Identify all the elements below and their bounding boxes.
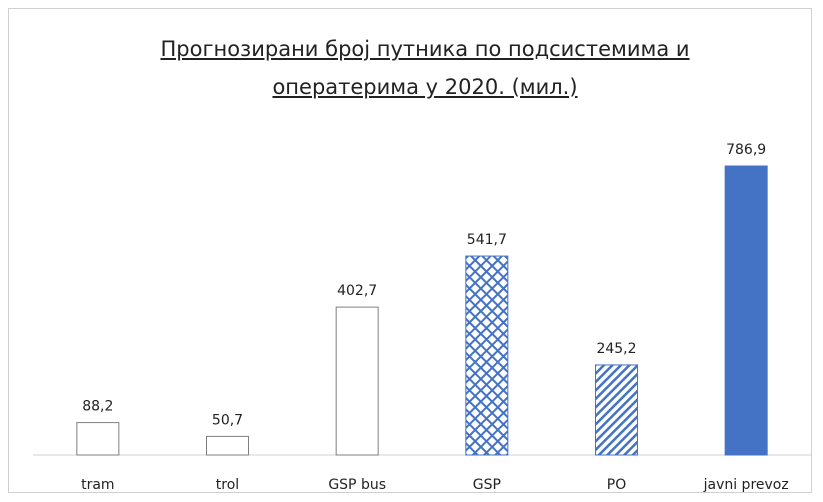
x-tick-label: GSP	[473, 477, 501, 493]
x-tick-label: trol	[216, 477, 239, 493]
bar	[335, 306, 379, 456]
value-label: 402,7	[337, 283, 377, 299]
x-tick-label: GSP bus	[328, 477, 386, 493]
x-tick-label: PO	[607, 477, 626, 493]
bar	[206, 435, 249, 456]
chart-title: Прогнозирани број путника по подсистемим…	[160, 37, 690, 99]
value-label: 88,2	[82, 399, 113, 415]
x-tick-label: javni prevoz	[703, 477, 789, 493]
value-label: 50,7	[212, 412, 243, 428]
value-label: 786,9	[726, 142, 766, 158]
bar	[465, 255, 509, 456]
chart-frame	[8, 8, 812, 493]
bar	[76, 422, 120, 456]
x-tick-label: tram	[81, 477, 114, 493]
value-label: 245,2	[596, 341, 636, 357]
bar	[724, 165, 768, 456]
value-label: 541,7	[467, 232, 507, 248]
bar	[595, 364, 638, 456]
